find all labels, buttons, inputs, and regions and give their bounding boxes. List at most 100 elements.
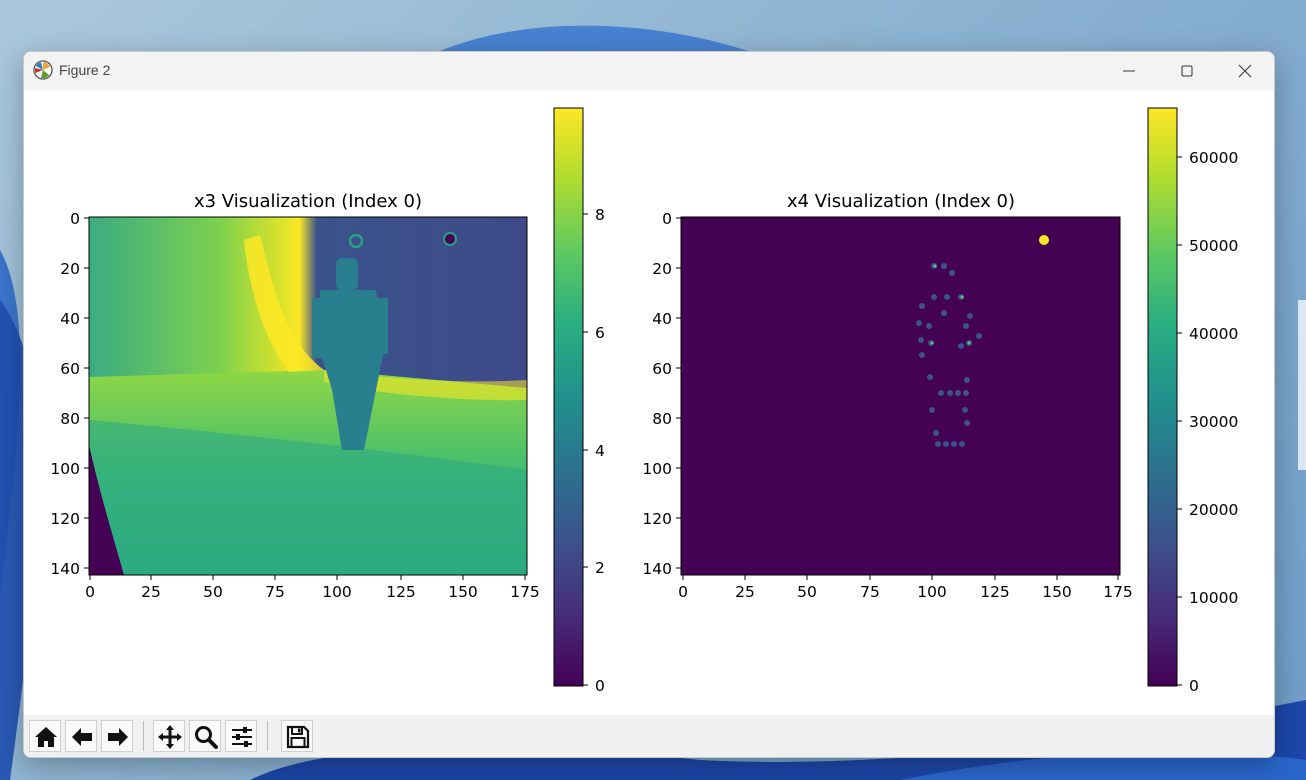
x4-bright-spot [1039,235,1049,245]
maximize-button[interactable] [1158,52,1216,90]
maximize-icon [1181,65,1193,77]
x3-cbar-tick-label: 8 [595,206,605,224]
x3-cbar-tick-label: 0 [595,677,605,695]
zoom-icon [195,726,218,749]
x3-heatmap-image [89,217,527,575]
minimize-button[interactable] [1100,52,1158,90]
x3-cbar-tick-label: 6 [595,324,605,342]
x4-xtick-label: 75 [860,583,880,601]
back-button[interactable] [65,720,97,752]
pan-icon [158,725,182,749]
x4-x-axis: 0 25 50 75 100 125 150 175 [678,575,1133,601]
x3-xtick: 25 [141,575,161,601]
pan-button[interactable] [153,720,185,752]
x3-ytick: 60 [60,360,89,378]
x4-chart[interactable]: x4 Visualization (Index 0) [642,107,1238,695]
x3-ytick: 100 [50,460,89,478]
x4-xtick-label: 100 [917,583,947,601]
figure-window: Figure 2 [23,51,1275,758]
matplotlib-logo-icon [33,60,53,80]
title-bar[interactable]: Figure 2 [24,52,1274,90]
x4-xtick: 25 [735,575,755,601]
x3-cbar-tick-label: 4 [595,442,605,460]
zoom-button[interactable] [189,720,221,752]
home-button[interactable] [29,720,61,752]
x3-xtick: 175 [510,575,540,601]
x3-ytick: 20 [60,260,89,278]
navigation-toolbar [24,715,1274,757]
x4-heatmap-image [681,217,1120,575]
x4-cbar-tick: 60000 [1177,149,1238,167]
x3-ytick-label: 80 [60,410,80,428]
x4-xtick-label: 0 [678,583,688,601]
x3-cbar-tick-label: 2 [595,559,605,577]
minimize-icon [1123,70,1135,72]
x4-ytick-label: 80 [652,410,672,428]
x3-xtick-label: 0 [85,583,95,601]
figure-canvas[interactable]: x3 Visualization (Index 0) [24,90,1274,715]
x4-cbar-tick-label: 0 [1189,677,1199,695]
x4-ytick-label: 100 [642,460,672,478]
x3-x-axis: 0 25 50 75 100 125 150 175 [85,575,540,601]
x4-title: x4 Visualization (Index 0) [787,191,1015,212]
x3-xtick-label: 175 [510,583,540,601]
x3-ytick-label: 100 [50,460,80,478]
toolbar-separator [267,721,268,751]
x4-cbar-tick-label: 40000 [1189,325,1238,343]
x3-ytick-label: 60 [60,360,80,378]
x3-ytick-label: 120 [50,510,80,528]
x3-xtick-label: 75 [265,583,285,601]
x4-bright-joints [930,264,971,345]
close-icon [1238,64,1252,78]
x3-cbar-tick: 0 [583,677,605,695]
x4-ytick: 140 [642,560,681,578]
x4-ytick-label: 0 [662,210,672,228]
x3-chart[interactable]: x3 Visualization (Index 0) [50,107,605,695]
x4-xtick: 125 [980,575,1010,601]
x3-ytick-label: 40 [60,310,80,328]
x3-ytick: 80 [60,410,89,428]
x3-xtick: 125 [386,575,416,601]
x4-ytick: 0 [662,210,681,228]
x3-colorbar: 0 2 4 6 8 [553,107,605,695]
x3-ytick: 140 [50,560,89,578]
home-icon [35,727,57,747]
x3-xtick: 100 [322,575,352,601]
x3-xtick: 150 [448,575,478,601]
x4-xtick: 100 [917,575,947,601]
x4-colorbar-gradient [1147,107,1178,687]
x3-cbar-tick: 4 [583,442,605,460]
x4-xtick-label: 125 [980,583,1010,601]
x3-y-axis: 0 20 40 60 80 100 120 140 [50,210,89,578]
x3-ytick-label: 20 [60,260,80,278]
x3-cbar-tick: 8 [583,206,605,224]
x3-xtick-label: 100 [322,583,352,601]
close-button[interactable] [1216,52,1274,90]
x3-xtick: 0 [85,575,95,601]
forward-button[interactable] [101,720,133,752]
x4-ytick: 80 [652,410,681,428]
x4-xtick-label: 150 [1042,583,1072,601]
save-button[interactable] [281,720,313,752]
figure-svg[interactable]: x3 Visualization (Index 0) [24,90,1274,715]
x4-ytick: 40 [652,310,681,328]
back-arrow-icon [72,728,92,746]
x3-person-region [312,258,388,450]
x3-colorbar-gradient [553,107,584,687]
x4-xtick-label: 25 [735,583,755,601]
x3-xtick-label: 25 [141,583,161,601]
x4-xtick: 0 [678,575,688,601]
x3-title: x3 Visualization (Index 0) [194,191,422,212]
configure-subplots-button[interactable] [225,720,257,752]
x3-ytick: 40 [60,310,89,328]
x4-y-axis: 0 20 40 60 80 100 120 140 [642,210,681,578]
x3-ytick-label: 0 [70,210,80,228]
x4-cbar-tick: 10000 [1177,589,1238,607]
x4-ytick-label: 120 [642,510,672,528]
x4-cbar-tick-label: 10000 [1189,589,1238,607]
x4-cbar-tick-label: 60000 [1189,149,1238,167]
x3-xtick-label: 50 [203,583,223,601]
x3-axes-frame [88,216,528,576]
forward-arrow-icon [108,728,128,746]
x4-xtick-label: 50 [797,583,817,601]
